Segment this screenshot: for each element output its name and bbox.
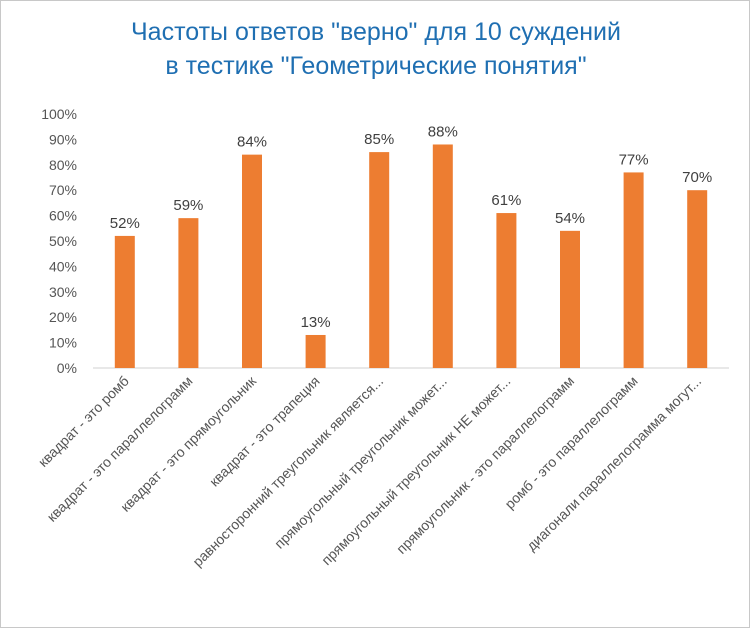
bar bbox=[496, 213, 517, 368]
data-label: 85% bbox=[364, 131, 394, 148]
y-tick-label: 60% bbox=[49, 208, 77, 224]
bar bbox=[114, 235, 135, 368]
category-label: квадрат - это прямоугольник bbox=[117, 372, 260, 515]
bar bbox=[305, 334, 326, 368]
data-label: 70% bbox=[682, 169, 712, 186]
y-tick-label: 0% bbox=[57, 360, 77, 376]
bar bbox=[242, 154, 262, 368]
bar bbox=[623, 172, 644, 368]
bar bbox=[369, 152, 390, 368]
chart-title-line-2: в тестике "Геометрические понятия" bbox=[165, 52, 587, 80]
chart-title-line-1: Частоты ответов "верно" для 10 суждений bbox=[131, 18, 621, 46]
data-label: 13% bbox=[301, 314, 331, 331]
data-label: 54% bbox=[555, 210, 585, 227]
y-tick-label: 40% bbox=[49, 258, 77, 274]
y-tick-label: 50% bbox=[49, 233, 77, 249]
y-tick-label: 20% bbox=[49, 309, 77, 325]
bar bbox=[178, 218, 199, 368]
bar bbox=[432, 144, 453, 368]
y-tick-label: 10% bbox=[49, 335, 77, 351]
data-label: 84% bbox=[237, 134, 267, 151]
y-tick-label: 70% bbox=[49, 182, 77, 198]
data-label: 59% bbox=[173, 197, 203, 214]
chart-title: Частоты ответов "верно" для 10 суждений … bbox=[1, 15, 751, 83]
data-label: 61% bbox=[491, 192, 521, 209]
data-label: 52% bbox=[110, 215, 140, 232]
y-tick-label: 90% bbox=[49, 131, 77, 147]
data-label: 88% bbox=[428, 123, 458, 140]
bar bbox=[687, 190, 708, 368]
category-label: квадрат - это трапеция bbox=[206, 373, 323, 490]
y-tick-label: 80% bbox=[49, 157, 77, 173]
category-label: ромб - это параллелограмм bbox=[501, 373, 640, 512]
data-label: 77% bbox=[619, 151, 649, 168]
y-tick-label: 100% bbox=[41, 106, 77, 122]
y-tick-label: 30% bbox=[49, 284, 77, 300]
bar bbox=[560, 230, 580, 368]
